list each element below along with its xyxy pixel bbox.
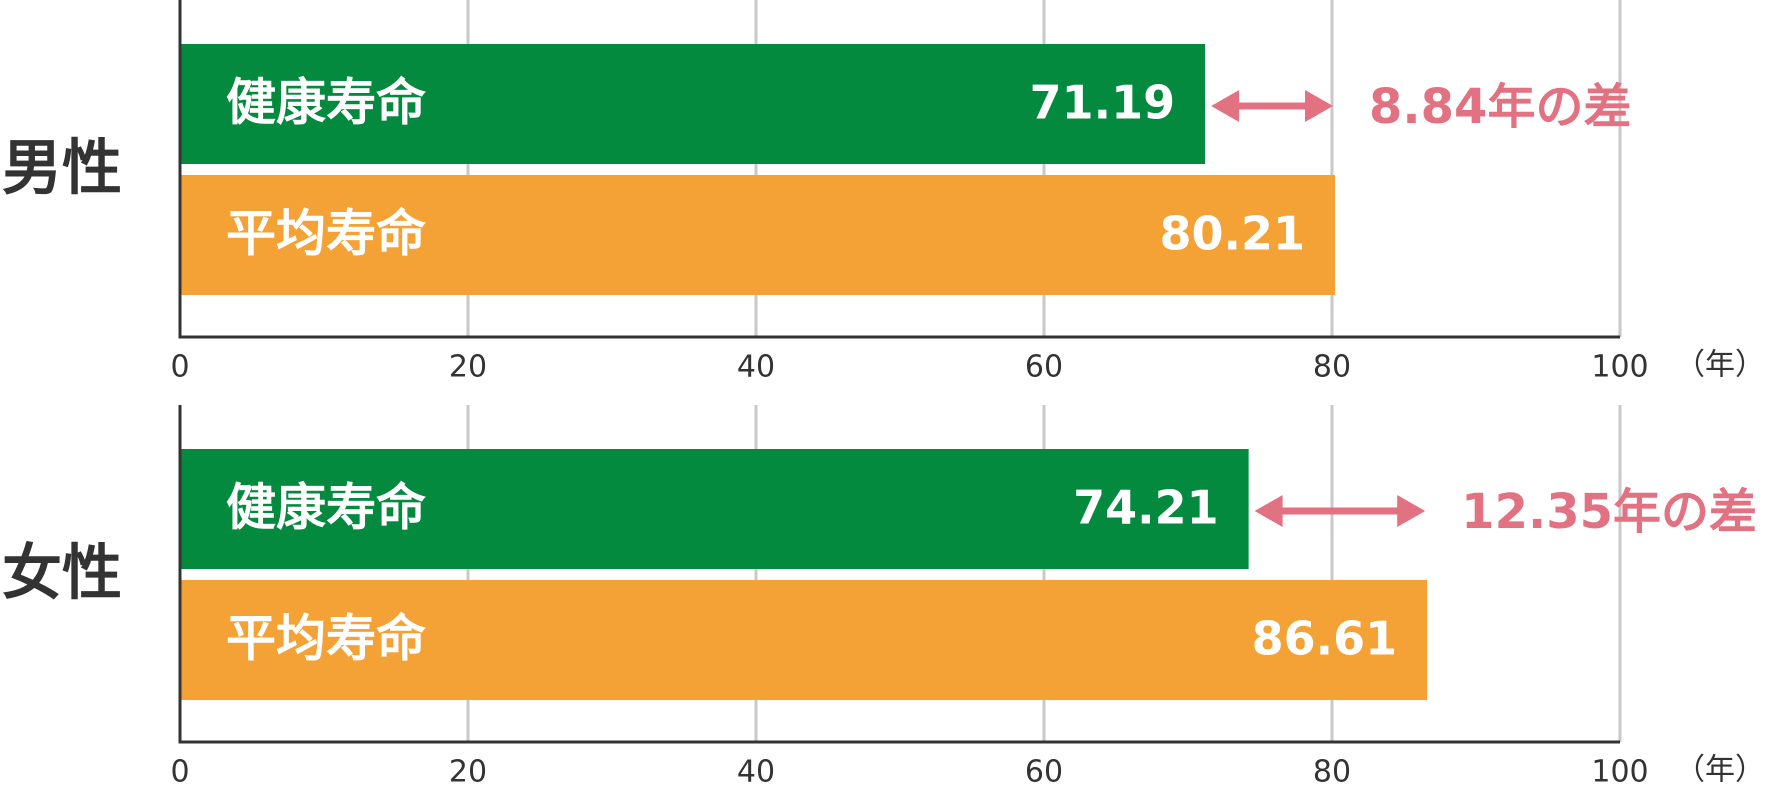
arrow-head <box>1211 90 1240 122</box>
bar <box>180 44 1206 164</box>
value-label: 80.21 <box>1160 207 1306 261</box>
bar <box>180 449 1249 569</box>
x-tick-label: 20 <box>449 755 487 786</box>
bar-series-label: 健康寿命 <box>226 479 426 537</box>
x-tick-label: 100 <box>1591 755 1648 786</box>
value-label: 71.19 <box>1030 76 1176 130</box>
x-tick-label: 60 <box>1025 755 1063 786</box>
x-unit-label: （年） <box>1675 348 1765 383</box>
x-tick-label: 20 <box>449 350 487 385</box>
arrow-head <box>1254 495 1283 527</box>
value-label: 86.61 <box>1252 612 1398 666</box>
bar <box>180 580 1428 700</box>
x-tick-label: 60 <box>1025 350 1063 385</box>
x-tick-label: 0 <box>170 755 189 786</box>
bar-series-label: 健康寿命 <box>226 74 426 132</box>
x-tick-label: 100 <box>1591 350 1648 385</box>
bar-series-label: 平均寿命 <box>226 205 426 263</box>
bar <box>180 175 1336 295</box>
panel: 0 20 40 60 80 100 （年） 女性 健康寿命 74.21 平均寿命 86.61 12.35… <box>2 405 1765 786</box>
x-tick-label: 80 <box>1313 755 1351 786</box>
value-label: 74.21 <box>1073 481 1219 535</box>
arrow-head <box>1397 495 1426 527</box>
x-tick-label: 40 <box>737 755 775 786</box>
x-tick-label: 40 <box>737 350 775 385</box>
x-unit-label: （年） <box>1675 753 1765 786</box>
x-tick-label: 0 <box>170 350 189 385</box>
annotation: 8.84年の差 <box>1369 79 1631 135</box>
x-tick-label: 80 <box>1313 350 1351 385</box>
bar-series-label: 平均寿命 <box>226 610 426 668</box>
arrow-head <box>1305 90 1334 122</box>
group-label: 女性 <box>2 539 122 609</box>
group-label: 男性 <box>2 134 122 204</box>
annotation: 12.35年の差 <box>1461 484 1757 540</box>
panel: 0 20 40 60 80 100 （年） 男性 健康寿命 71.19 平均寿命 80.21 8.84年… <box>2 0 1765 385</box>
